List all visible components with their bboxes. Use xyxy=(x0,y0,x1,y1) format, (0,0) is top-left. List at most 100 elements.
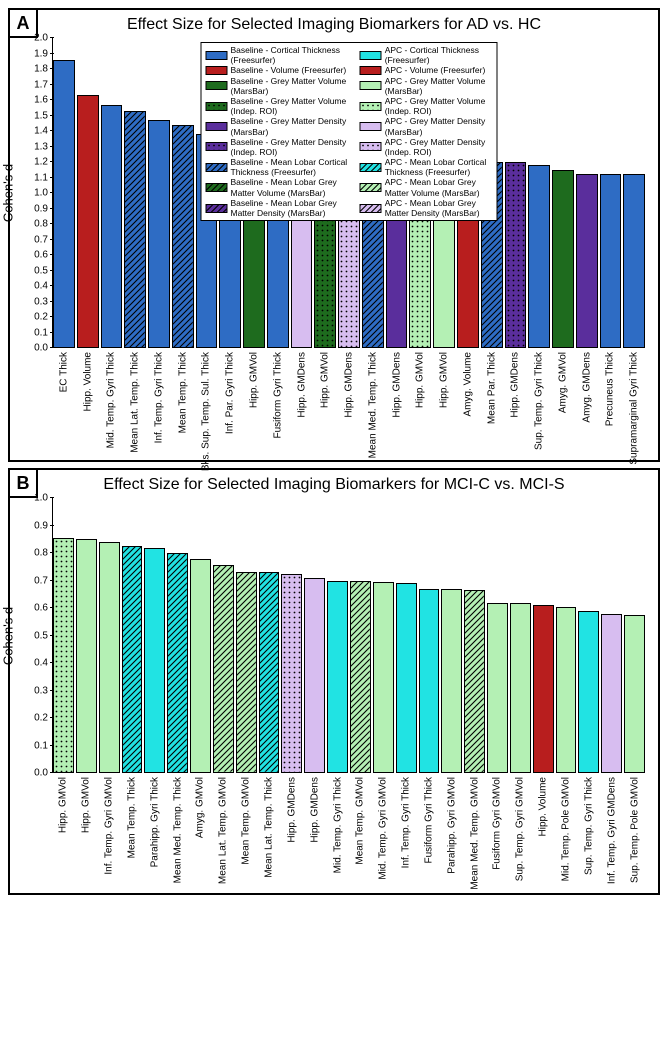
bar xyxy=(528,165,550,348)
y-tick-label: 1.2 xyxy=(34,157,48,168)
panel-b-bars xyxy=(52,498,646,773)
legend-label: Baseline - Grey Matter Volume (MarsBar) xyxy=(231,76,348,96)
bar xyxy=(601,614,622,774)
y-tick-label: 1.5 xyxy=(34,110,48,121)
bar xyxy=(99,542,120,773)
panel-b-yaxis: 0.00.10.20.30.40.50.60.70.80.91.0 xyxy=(16,498,52,773)
y-tick-label: 1.3 xyxy=(34,141,48,152)
x-tick-label: Hipp. GMDens xyxy=(338,348,360,458)
legend-label: APC - Volume (Freesurfer) xyxy=(385,65,486,75)
y-tick-label: 0.8 xyxy=(34,219,48,230)
bar xyxy=(77,95,99,348)
x-tick-label: Hipp. Volume xyxy=(533,773,554,891)
bar xyxy=(533,605,554,773)
panel-b: B Effect Size for Selected Imaging Bioma… xyxy=(8,468,660,895)
bar xyxy=(464,590,485,773)
legend-item: APC - Cortical Thickness (Freesurfer) xyxy=(360,45,493,65)
bar xyxy=(148,120,170,348)
x-tick-label: Mean Par. Thick xyxy=(481,348,503,458)
bar xyxy=(190,559,211,774)
legend-item: Baseline - Volume (Freesurfer) xyxy=(206,65,348,75)
x-tick-label: Inf. Temp. Gyri GMVol xyxy=(99,773,120,891)
panel-b-xlabels: Hipp. GMVolHipp. GMVolInf. Temp. Gyri GM… xyxy=(52,773,646,891)
legend-item: Baseline - Grey Matter Density (Indep. R… xyxy=(206,137,348,157)
legend-label: APC - Grey Matter Density (MarsBar) xyxy=(385,116,493,136)
x-tick-label: Mid. Temp. Pole GMVol xyxy=(556,773,577,891)
x-tick-label: Inf. Par. Gyri Thick xyxy=(219,348,241,458)
panel-b-plot-area xyxy=(52,498,646,773)
y-tick-label: 1.0 xyxy=(34,188,48,199)
legend-label: APC - Mean Lobar Grey Matter Density (Ma… xyxy=(385,198,493,218)
y-tick-label: 0.3 xyxy=(34,296,48,307)
x-tick-label: EC Thick xyxy=(53,348,75,458)
legend-item: Baseline - Mean Lobar Grey Matter Densit… xyxy=(206,198,348,218)
bar xyxy=(281,574,302,773)
bar xyxy=(172,125,194,348)
x-tick-label: Mean Lat. Temp. Thick xyxy=(259,773,280,891)
legend-item: APC - Mean Lobar Grey Matter Volume (Mar… xyxy=(360,177,493,197)
bar xyxy=(122,546,143,773)
legend-label: Baseline - Mean Lobar Cortical Thickness… xyxy=(231,157,348,177)
x-tick-label: Hipp. GMVol xyxy=(314,348,336,458)
y-tick-label: 1.9 xyxy=(34,48,48,59)
legend-item: Baseline - Grey Matter Density (MarsBar) xyxy=(206,116,348,136)
bar xyxy=(167,553,188,773)
x-tick-label: Mean Lat. Temp. Thick xyxy=(124,348,146,458)
bar xyxy=(144,548,165,774)
x-tick-label: Inf. Temp. Gyri Thick xyxy=(396,773,417,891)
bar xyxy=(76,539,97,773)
panel-b-title: Effect Size for Selected Imaging Biomark… xyxy=(16,476,652,494)
x-tick-label: Bks. Sup. Temp. Sul. Thick xyxy=(196,348,218,458)
y-tick-label: 0.8 xyxy=(34,548,48,559)
y-tick-label: 1.6 xyxy=(34,95,48,106)
x-tick-label: Sup. Temp. Gyri GMVol xyxy=(510,773,531,891)
bar xyxy=(505,162,527,348)
y-tick-label: 0.1 xyxy=(34,327,48,338)
bar xyxy=(101,105,123,348)
y-tick-label: 0.3 xyxy=(34,685,48,696)
x-tick-label: Fusiform Gyri Thick xyxy=(267,348,289,458)
x-tick-label: Mean Med. Temp. GMVol xyxy=(464,773,485,891)
legend-label: APC - Mean Lobar Grey Matter Volume (Mar… xyxy=(385,177,493,197)
y-tick-label: 0.6 xyxy=(34,603,48,614)
x-tick-label: Fusiform Gyri Thick xyxy=(419,773,440,891)
panel-b-ylabel: Cohen's d xyxy=(1,606,16,664)
y-tick-label: 1.4 xyxy=(34,126,48,137)
x-tick-label: Mean Temp. Thick xyxy=(122,773,143,891)
x-tick-label: Precuneus Thick xyxy=(600,348,622,458)
y-tick-label: 0.7 xyxy=(34,234,48,245)
legend-item: APC - Volume (Freesurfer) xyxy=(360,65,493,75)
panel-b-chart: Cohen's d 0.00.10.20.30.40.50.60.70.80.9… xyxy=(16,498,652,773)
x-tick-label: Inf. Temp. Gyri GMDens xyxy=(601,773,622,891)
y-tick-label: 1.0 xyxy=(34,493,48,504)
bar xyxy=(124,111,146,348)
legend-item: APC - Grey Matter Volume (Indep. ROI) xyxy=(360,96,493,116)
x-tick-label: Amyg. GMDens xyxy=(576,348,598,458)
legend-label: APC - Cortical Thickness (Freesurfer) xyxy=(385,45,493,65)
bar xyxy=(624,615,645,773)
legend-item: Baseline - Grey Matter Volume (MarsBar) xyxy=(206,76,348,96)
x-tick-label: Amyg. GMVol xyxy=(552,348,574,458)
legend-item: APC - Grey Matter Density (MarsBar) xyxy=(360,116,493,136)
x-tick-label: Mean Med. Temp. Thick xyxy=(167,773,188,891)
x-tick-label: Mean Temp. Thick xyxy=(172,348,194,458)
x-tick-label: Parahipp. Gyri GMVol xyxy=(441,773,462,891)
legend-label: Baseline - Grey Matter Volume (Indep. RO… xyxy=(231,96,348,116)
y-tick-label: 0.7 xyxy=(34,575,48,586)
panel-a-title: Effect Size for Selected Imaging Biomark… xyxy=(16,16,652,34)
bar xyxy=(327,581,348,774)
y-tick-label: 1.8 xyxy=(34,64,48,75)
legend-item: Baseline - Mean Lobar Cortical Thickness… xyxy=(206,157,348,177)
y-tick-label: 0.9 xyxy=(34,520,48,531)
y-tick-label: 2.0 xyxy=(34,33,48,44)
x-tick-label: Mid. Temp. Gyri Thick xyxy=(101,348,123,458)
x-tick-label: Mean Lat. Temp. GMVol xyxy=(213,773,234,891)
bar xyxy=(510,603,531,774)
legend-item: Baseline - Cortical Thickness (Freesurfe… xyxy=(206,45,348,65)
panel-a: A Effect Size for Selected Imaging Bioma… xyxy=(8,8,660,462)
bar xyxy=(53,60,75,348)
legend-item: APC - Mean Lobar Grey Matter Density (Ma… xyxy=(360,198,493,218)
y-tick-label: 0.0 xyxy=(34,768,48,779)
x-tick-label: Sup. Temp. Pole GMVol xyxy=(624,773,645,891)
legend-label: APC - Grey Matter Density (Indep. ROI) xyxy=(385,137,493,157)
